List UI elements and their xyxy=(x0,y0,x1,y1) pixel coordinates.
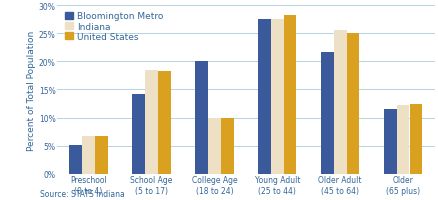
Bar xyxy=(270,20,283,174)
Bar xyxy=(258,20,270,174)
Bar xyxy=(69,145,82,174)
Bar xyxy=(158,72,170,174)
Bar xyxy=(409,105,421,174)
Bar xyxy=(383,110,396,174)
Y-axis label: Percent of Total Population: Percent of Total Population xyxy=(27,30,36,150)
Bar xyxy=(220,118,233,174)
Bar xyxy=(333,31,346,174)
Legend: Bloomington Metro, Indiana, United States: Bloomington Metro, Indiana, United State… xyxy=(65,12,163,42)
Text: Source: STATS Indiana: Source: STATS Indiana xyxy=(39,189,124,198)
Bar xyxy=(283,16,296,174)
Bar xyxy=(132,94,145,174)
Bar xyxy=(320,52,333,174)
Bar xyxy=(145,71,157,174)
Bar xyxy=(396,105,409,174)
Bar xyxy=(195,62,207,174)
Bar xyxy=(346,33,359,174)
Bar xyxy=(208,118,220,174)
Bar xyxy=(95,136,107,174)
Bar xyxy=(82,136,95,174)
